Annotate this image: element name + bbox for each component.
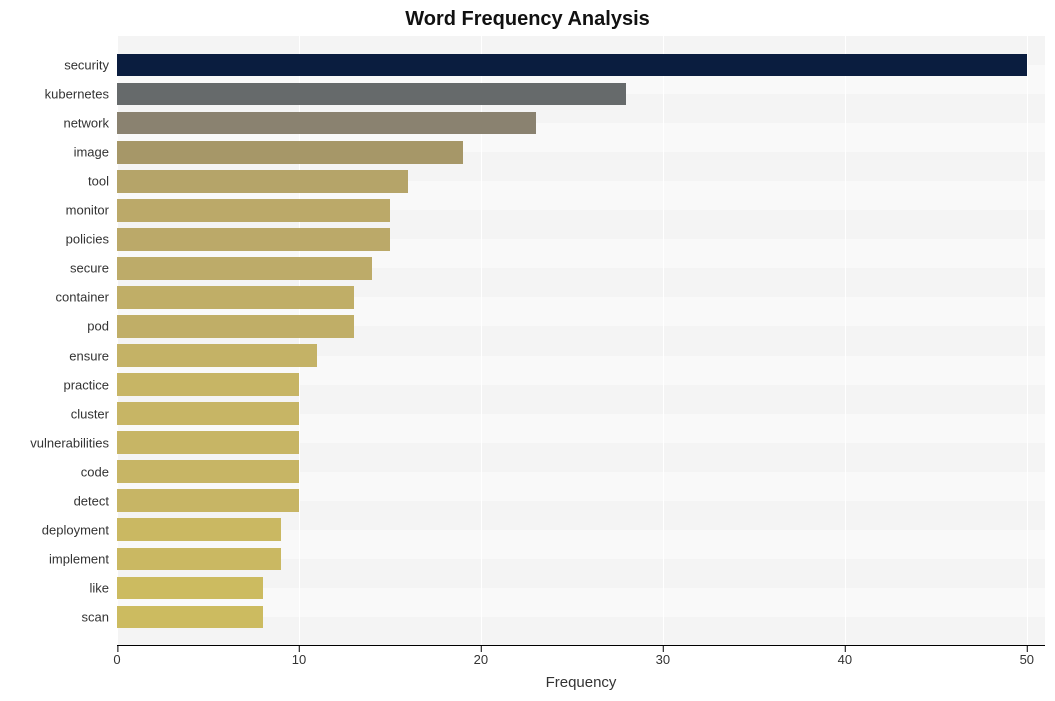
bar [117,112,536,135]
y-tick-label: deployment [42,522,117,537]
y-tick-label: practice [63,377,117,392]
bar [117,460,299,483]
y-tick-label: pod [87,319,117,334]
bar [117,54,1027,77]
y-tick-label: scan [82,609,117,624]
bar [117,83,626,106]
y-tick-label: like [89,580,117,595]
bar [117,141,463,164]
grid-line [1027,36,1028,646]
bar [117,606,263,629]
y-tick-label: code [81,464,117,479]
bar [117,257,372,280]
x-tick-mark [663,646,664,652]
x-tick-label: 20 [474,652,488,667]
x-tick-mark [299,646,300,652]
bar [117,373,299,396]
bar [117,548,281,571]
y-tick-label: ensure [69,348,117,363]
bar [117,489,299,512]
chart-container: Word Frequency Analysis securitykubernet… [0,0,1055,701]
plot-area: securitykubernetesnetworkimagetoolmonito… [117,36,1045,646]
y-tick-label: vulnerabilities [30,435,117,450]
bar [117,518,281,541]
x-axis-label: Frequency [117,674,1045,691]
x-tick-label: 30 [656,652,670,667]
x-tick-label: 10 [292,652,306,667]
bar [117,315,354,338]
x-tick-label: 0 [113,652,120,667]
x-tick-label: 40 [838,652,852,667]
y-tick-label: monitor [66,203,117,218]
y-tick-label: image [74,145,117,160]
y-tick-label: security [64,58,117,73]
grid-line [845,36,846,646]
bar [117,228,390,251]
y-tick-label: detect [74,493,117,508]
bar [117,577,263,600]
bar [117,431,299,454]
bar [117,402,299,425]
bar [117,286,354,309]
grid-line [663,36,664,646]
bar [117,170,408,193]
y-tick-label: kubernetes [45,87,117,102]
y-tick-label: implement [49,551,117,566]
chart-title: Word Frequency Analysis [0,8,1055,31]
y-tick-label: container [56,290,117,305]
x-tick-label: 50 [1020,652,1034,667]
y-tick-label: cluster [71,406,117,421]
bar [117,199,390,222]
x-axis-line [117,645,1045,646]
x-tick-mark [845,646,846,652]
y-tick-label: policies [66,232,117,247]
y-tick-label: tool [88,174,117,189]
y-tick-label: network [63,116,117,131]
x-tick-mark [1027,646,1028,652]
bar [117,344,317,367]
x-tick-mark [481,646,482,652]
x-tick-mark [117,646,118,652]
y-tick-label: secure [70,261,117,276]
